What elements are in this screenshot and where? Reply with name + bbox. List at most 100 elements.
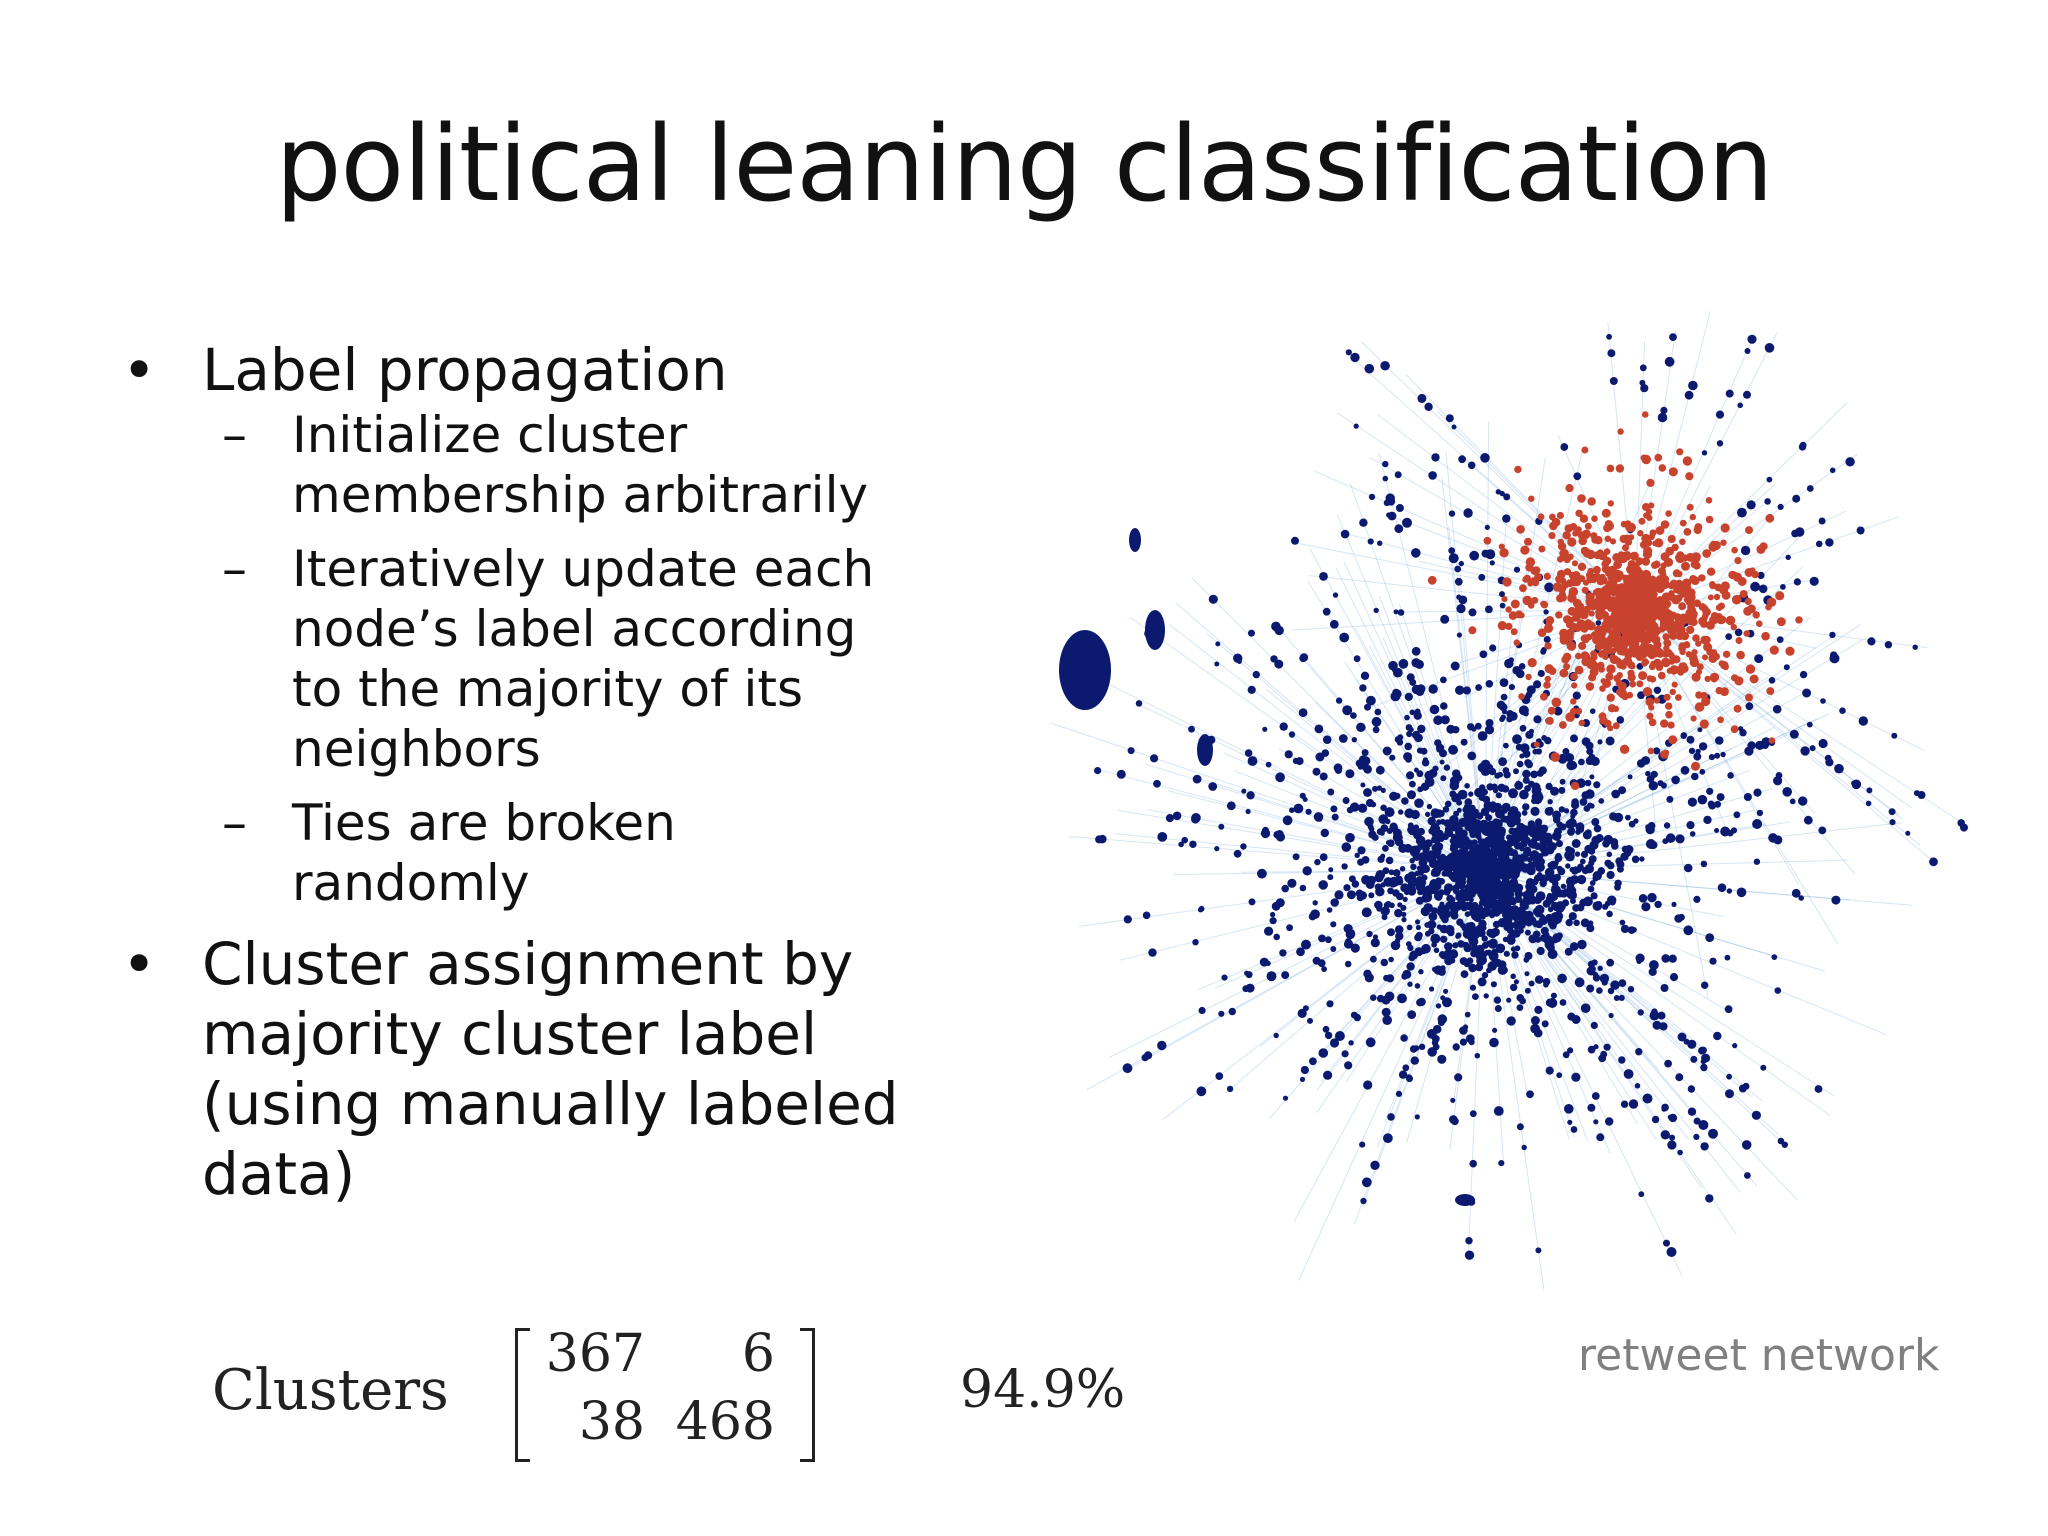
network-node bbox=[1450, 822, 1459, 832]
network-node bbox=[1765, 603, 1772, 611]
network-node bbox=[1544, 867, 1555, 878]
network-edge bbox=[1314, 470, 1636, 611]
cluster-a-nodes bbox=[1427, 411, 1803, 791]
network-node bbox=[1556, 511, 1564, 520]
network-node bbox=[1116, 769, 1126, 779]
network-node bbox=[1342, 797, 1350, 804]
network-edge bbox=[1484, 639, 1863, 871]
network-node bbox=[1559, 628, 1569, 638]
network-node bbox=[1606, 333, 1612, 340]
network-node bbox=[1319, 772, 1328, 781]
network-node bbox=[1468, 791, 1474, 797]
network-node bbox=[1527, 658, 1537, 668]
network-node bbox=[1714, 828, 1720, 833]
network-node bbox=[1355, 889, 1364, 898]
network-node bbox=[1631, 855, 1640, 864]
network-node bbox=[1806, 485, 1814, 492]
network-node bbox=[1606, 464, 1615, 473]
network-node bbox=[1221, 974, 1228, 981]
network-edge bbox=[1349, 483, 1486, 871]
network-node bbox=[1451, 424, 1457, 430]
network-node bbox=[1530, 770, 1538, 779]
network-node bbox=[1889, 819, 1896, 826]
network-node bbox=[1380, 824, 1389, 832]
network-node bbox=[1247, 685, 1256, 694]
network-node bbox=[1380, 906, 1390, 916]
network-node bbox=[1661, 658, 1668, 665]
network-node bbox=[1503, 950, 1510, 957]
figure-caption: retweet network bbox=[1578, 1330, 1940, 1381]
network-node bbox=[1655, 526, 1665, 535]
network-node bbox=[1394, 471, 1402, 479]
accuracy-value: 94.9% bbox=[960, 1360, 1126, 1420]
network-node bbox=[1380, 958, 1389, 967]
network-node bbox=[1686, 503, 1694, 511]
network-node bbox=[1662, 633, 1670, 641]
network-node bbox=[1317, 816, 1323, 822]
network-node bbox=[1500, 900, 1511, 910]
network-node bbox=[1141, 1054, 1149, 1062]
bullet-dot: • bbox=[122, 336, 157, 404]
network-node bbox=[1123, 915, 1132, 924]
network-node bbox=[1506, 818, 1517, 828]
network-node bbox=[1637, 1009, 1644, 1016]
network-node bbox=[1627, 774, 1633, 780]
network-node bbox=[1611, 842, 1619, 850]
network-node bbox=[1361, 749, 1369, 757]
network-node bbox=[1404, 714, 1410, 721]
network-node bbox=[1725, 1089, 1734, 1099]
network-edge bbox=[1129, 616, 1486, 871]
network-node bbox=[1667, 721, 1675, 729]
network-node bbox=[1648, 502, 1655, 509]
network-node bbox=[1587, 497, 1596, 506]
network-node bbox=[1829, 631, 1836, 639]
network-node bbox=[1226, 801, 1236, 811]
network-node bbox=[1262, 826, 1269, 834]
network-node bbox=[1499, 602, 1506, 609]
network-node bbox=[1639, 364, 1647, 372]
slide-title: political leaning classification bbox=[275, 103, 1773, 225]
network-node bbox=[1364, 703, 1371, 711]
network-node bbox=[1502, 514, 1511, 523]
network-edge bbox=[1634, 609, 1969, 828]
sub-bullet-ties: – Ties are broken randomly bbox=[120, 793, 940, 913]
network-node bbox=[1686, 821, 1695, 830]
network-node bbox=[1247, 756, 1258, 766]
network-node bbox=[1526, 1090, 1534, 1099]
network-node bbox=[1665, 609, 1673, 617]
network-node bbox=[1522, 895, 1531, 905]
network-node bbox=[1433, 947, 1440, 954]
network-node bbox=[1407, 825, 1418, 836]
network-node bbox=[1587, 1103, 1596, 1112]
network-hub-node bbox=[1145, 610, 1165, 650]
network-node bbox=[1157, 832, 1168, 842]
network-node bbox=[1691, 649, 1698, 656]
network-node bbox=[1727, 772, 1734, 779]
network-node bbox=[1480, 807, 1490, 816]
network-node bbox=[1565, 753, 1575, 763]
network-node bbox=[1409, 709, 1416, 716]
network-node bbox=[1554, 876, 1560, 882]
network-node bbox=[1363, 788, 1372, 797]
network-node bbox=[1720, 523, 1730, 533]
network-node bbox=[1477, 731, 1488, 741]
bullet-cluster-assignment: • Cluster assignment by majority cluster… bbox=[120, 929, 940, 1209]
network-node bbox=[1785, 646, 1795, 656]
network-node bbox=[1320, 828, 1329, 838]
network-node bbox=[1574, 614, 1581, 621]
network-node bbox=[1576, 619, 1586, 629]
network-node bbox=[1651, 1115, 1660, 1124]
network-node bbox=[1649, 590, 1658, 599]
network-node bbox=[1775, 772, 1783, 779]
network-node bbox=[1831, 895, 1841, 905]
network-node bbox=[1645, 697, 1655, 707]
network-node bbox=[1653, 747, 1661, 755]
network-node bbox=[1567, 553, 1574, 560]
network-node bbox=[1724, 954, 1731, 961]
network-node bbox=[1712, 652, 1720, 661]
network-node bbox=[1478, 865, 1486, 873]
network-node bbox=[1365, 1037, 1376, 1048]
network-node bbox=[1644, 632, 1653, 641]
network-node bbox=[1441, 915, 1449, 924]
network-node bbox=[1766, 476, 1773, 483]
